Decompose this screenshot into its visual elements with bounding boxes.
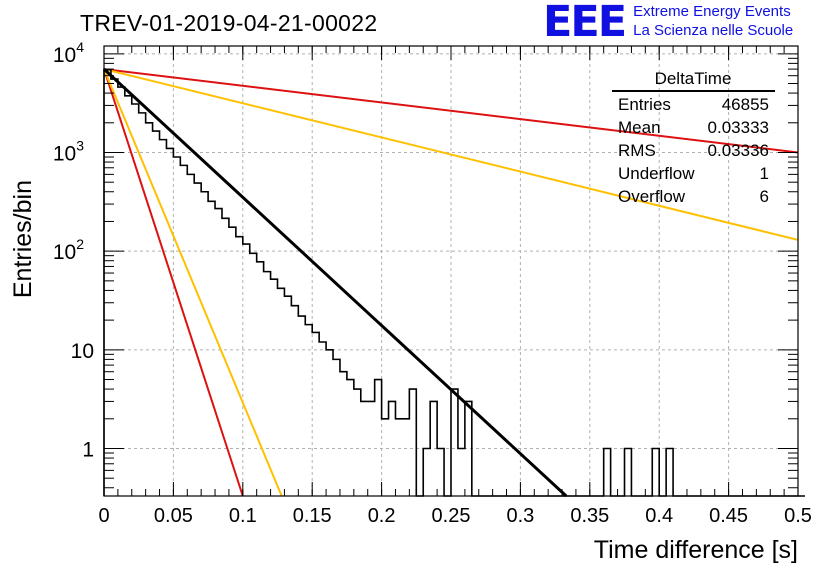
x-tick-label: 0.45 bbox=[709, 505, 748, 527]
y-tick-label: 103 bbox=[53, 137, 84, 165]
stats-row-label: Overflow bbox=[618, 187, 686, 206]
yellow-reference-line bbox=[103, 68, 283, 497]
x-axis-ticks: 0 0.05 0.1 0.15 0.2 0.25 0.3 0.35 0.4 0.45 0.5 bbox=[98, 46, 812, 527]
brand-line-2: La Scienza nelle Scuole bbox=[633, 22, 794, 39]
x-axis-label: Time difference [s] bbox=[594, 536, 798, 564]
stats-box: DeltaTime Entries 46855 Mean 0.03333 RMS 0.03… bbox=[612, 69, 775, 206]
stats-row-value: 46855 bbox=[722, 95, 769, 114]
y-tick-label: 104 bbox=[53, 39, 84, 67]
x-tick-label: 0.4 bbox=[645, 505, 673, 527]
exponential-fit-line bbox=[102, 67, 568, 498]
brand-block: EEE Extreme Energy Events La Scienza nel… bbox=[543, 0, 793, 47]
run-title: TREV-01-2019-04-21-00022 bbox=[80, 10, 378, 36]
x-tick-label: 0.25 bbox=[432, 505, 471, 527]
stats-row-value: 0.03336 bbox=[708, 141, 769, 160]
stats-row-label: Mean bbox=[618, 118, 661, 137]
y-tick-label: 10 bbox=[71, 340, 94, 363]
eee-logo: EEE bbox=[543, 0, 627, 47]
stats-row-label: Entries bbox=[618, 95, 671, 114]
stats-row-value: 1 bbox=[760, 164, 769, 183]
brand-text: Extreme Energy Events La Scienza nelle S… bbox=[633, 2, 793, 40]
reference-lines bbox=[103, 68, 799, 497]
x-tick-label: 0.35 bbox=[570, 505, 609, 527]
y-tick-label: 102 bbox=[53, 236, 84, 264]
stats-row-label: RMS bbox=[618, 141, 656, 160]
x-tick-label: 0.05 bbox=[154, 505, 193, 527]
x-tick-label: 0.1 bbox=[229, 505, 257, 527]
red-reference-line bbox=[103, 68, 799, 154]
red-reference-line bbox=[103, 68, 244, 497]
x-tick-label: 0.15 bbox=[293, 505, 332, 527]
y-tick-label: 1 bbox=[82, 438, 94, 461]
x-tick-label: 0.2 bbox=[368, 505, 396, 527]
stats-box-title: DeltaTime bbox=[655, 69, 732, 88]
stats-row-value: 0.03333 bbox=[708, 118, 769, 137]
brand-line-1: Extreme Energy Events bbox=[633, 3, 791, 20]
x-tick-label: 0.3 bbox=[506, 505, 534, 527]
y-axis-label: Entries/bin bbox=[9, 180, 37, 298]
stats-row-value: 6 bbox=[760, 187, 769, 206]
stats-row-label: Underflow bbox=[618, 164, 695, 183]
yellow-reference-line bbox=[103, 68, 799, 241]
x-tick-label: 0 bbox=[98, 505, 109, 527]
histogram-series bbox=[103, 68, 805, 497]
x-tick-label: 0.5 bbox=[784, 505, 812, 527]
